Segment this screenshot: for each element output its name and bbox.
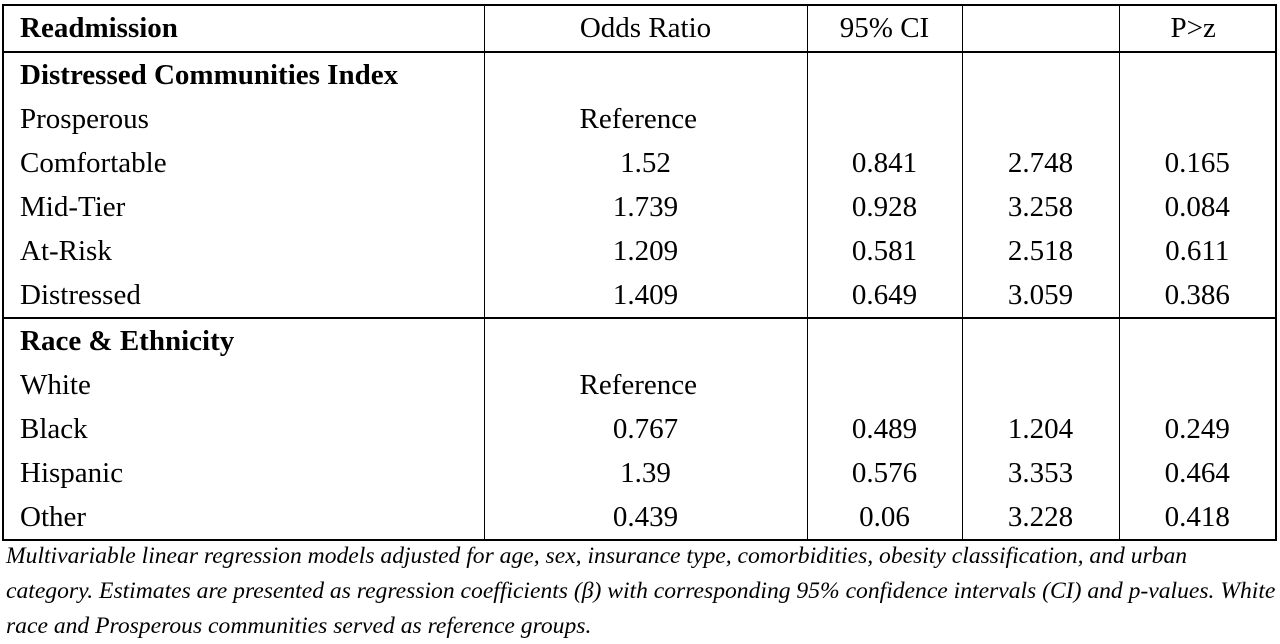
- p-value-cell: 0.386: [1119, 273, 1275, 319]
- p-value-cell: 0.464: [1164, 457, 1230, 489]
- odds-ratio-cell: 1.52: [484, 141, 808, 185]
- readmission-odds-table: Readmission Odds Ratio 95% CI P>z Distre…: [4, 6, 1275, 539]
- odds-ratio-cell: 1.409: [484, 273, 808, 319]
- ci-low-cell: 0.649: [807, 273, 963, 319]
- row-label: At-Risk: [4, 229, 485, 273]
- table-row: White Reference: [4, 363, 1275, 407]
- ci-low-cell: [807, 97, 963, 141]
- table-footnote: Multivariable linear regression models a…: [6, 543, 1276, 639]
- ci-low-cell: 0.489: [807, 407, 963, 451]
- ci-high-cell: 3.059: [962, 273, 1120, 319]
- odds-ratio-cell: 1.39: [484, 451, 808, 495]
- results-table-container: Readmission Odds Ratio 95% CI P>z Distre…: [2, 4, 1277, 541]
- ci-low-cell: 0.841: [807, 141, 963, 185]
- ci-high-cell: 3.353: [962, 451, 1120, 495]
- ci-low-cell: 0.928: [807, 185, 963, 229]
- table-header-row: Readmission Odds Ratio 95% CI P>z: [4, 6, 1275, 53]
- odds-ratio-cell: Reference: [484, 363, 808, 407]
- table-row: Black 0.767 0.489 1.204 0.249: [4, 407, 1275, 451]
- row-label: Other: [4, 495, 485, 539]
- p-value-cell: 0.249: [1164, 413, 1230, 445]
- table-row: Hispanic 1.39 0.576 3.353 0.464: [4, 451, 1275, 495]
- row-label: Distressed: [4, 273, 485, 319]
- header-readmission: Readmission: [4, 6, 485, 53]
- section-title-row: Race & Ethnicity: [4, 318, 1275, 363]
- section-title-race: Race & Ethnicity: [4, 318, 485, 363]
- ci-high-cell: [962, 97, 1120, 141]
- p-value-cell: 0.418: [1164, 501, 1230, 533]
- odds-ratio-cell: 0.439: [484, 495, 808, 539]
- table-row: Other 0.439 0.06 3.228 0.418: [4, 495, 1275, 539]
- table-row: Distressed 1.409 0.649 3.059 0.386: [4, 273, 1275, 319]
- ci-high-cell: 3.228: [962, 495, 1120, 539]
- section-title-row: Distressed Communities Index: [4, 52, 1275, 97]
- table-row: Comfortable 1.52 0.841 2.748 0.165: [4, 141, 1275, 185]
- ci-low-cell: 0.06: [807, 495, 963, 539]
- table-row: Prosperous Reference: [4, 97, 1275, 141]
- ci-low-cell: 0.581: [807, 229, 963, 273]
- odds-ratio-cell: 0.767: [484, 407, 808, 451]
- row-label: Prosperous: [4, 97, 485, 141]
- p-value-cell: 0.165: [1164, 147, 1230, 179]
- ci-high-cell: [962, 363, 1120, 407]
- header-ci-upper: [962, 6, 1120, 53]
- ci-high-cell: 2.748: [962, 141, 1120, 185]
- ci-high-cell: 1.204: [962, 407, 1120, 451]
- table-row: Mid-Tier 1.739 0.928 3.258 0.084: [4, 185, 1275, 229]
- p-value-cell: [1119, 363, 1275, 407]
- header-odds-ratio: Odds Ratio: [484, 6, 808, 53]
- row-label: White: [4, 363, 485, 407]
- table-row: At-Risk 1.209 0.581 2.518 0.611: [4, 229, 1275, 273]
- p-value-cell: 0.084: [1164, 191, 1230, 223]
- section-title-dci: Distressed Communities Index: [4, 52, 485, 97]
- odds-ratio-cell: 1.739: [484, 185, 808, 229]
- header-p-value: P>z: [1119, 6, 1275, 53]
- header-95-ci: 95% CI: [807, 6, 963, 53]
- odds-ratio-cell: 1.209: [484, 229, 808, 273]
- row-label: Black: [4, 407, 485, 451]
- p-value-cell: [1119, 97, 1275, 141]
- ci-low-cell: 0.576: [807, 451, 963, 495]
- ci-high-cell: 2.518: [962, 229, 1120, 273]
- odds-ratio-cell: Reference: [484, 97, 808, 141]
- row-label: Hispanic: [4, 451, 485, 495]
- ci-high-cell: 3.258: [962, 185, 1120, 229]
- ci-low-cell: [807, 363, 963, 407]
- row-label: Mid-Tier: [4, 185, 485, 229]
- p-value-cell: 0.611: [1165, 235, 1230, 267]
- row-label: Comfortable: [4, 141, 485, 185]
